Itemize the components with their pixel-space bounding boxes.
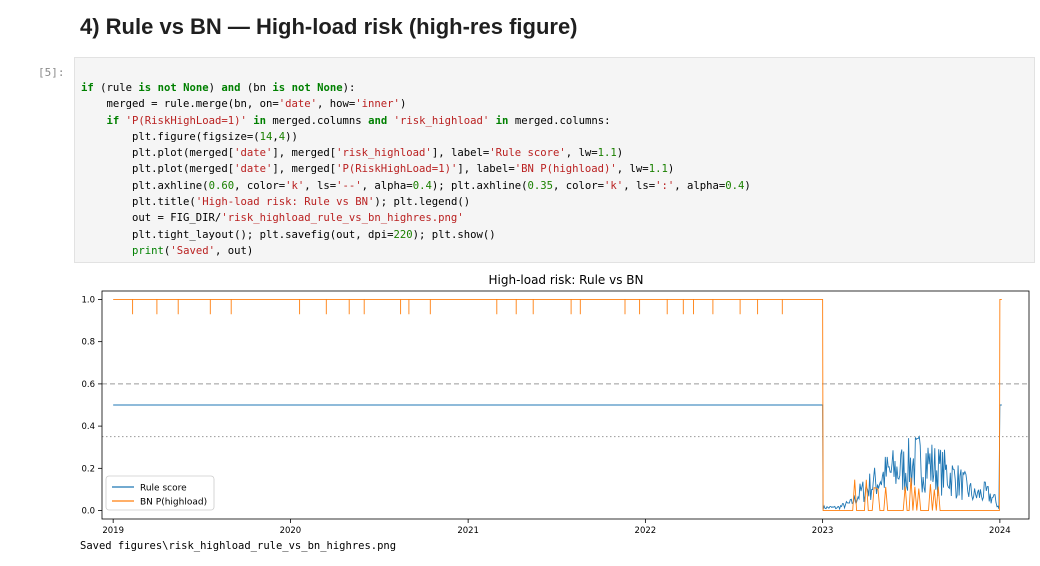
- code-string: 'P(RiskHighLoad=1)': [125, 114, 247, 127]
- x-tick-label: 2021: [457, 526, 479, 536]
- code-editor[interactable]: if (rule is not None) and (bn is not Non…: [81, 80, 751, 259]
- code-string: 'k': [285, 179, 305, 192]
- code-string: 'BN P(highload)': [514, 163, 617, 176]
- y-tick-label: 0.4: [81, 422, 95, 432]
- code-number: 220: [393, 228, 413, 241]
- code-string: 'date': [234, 147, 273, 160]
- code-line: plt.plot(merged['date'], merged['P(RiskH…: [81, 163, 675, 176]
- code-string: 'Saved': [170, 244, 215, 257]
- code-keyword: is: [138, 82, 152, 94]
- code-string: 'inner': [355, 98, 400, 111]
- code-keyword: None: [183, 82, 209, 94]
- y-tick-label: 0.8: [81, 338, 95, 348]
- y-tick-label: 0.0: [81, 507, 95, 517]
- code-keyword: is: [272, 82, 286, 94]
- series-bn-line: [113, 298, 1002, 512]
- chart-title: High-load risk: Rule vs BN: [488, 273, 643, 287]
- legend-label-bn: BN P(highload): [140, 498, 207, 508]
- code-line: if (rule is not None) and (bn is not Non…: [81, 82, 356, 94]
- code-string: 'P(RiskHighLoad=1)': [336, 163, 458, 176]
- section-heading: 4) Rule vs BN — High-load risk (high-res…: [80, 14, 578, 39]
- x-tick-label: 2024: [989, 526, 1011, 536]
- y-tick-label: 1.0: [81, 295, 95, 305]
- code-keyword: not: [291, 82, 311, 94]
- code-keyword: and: [221, 82, 241, 94]
- code-line: plt.tight_layout(); plt.savefig(out, dpi…: [81, 228, 496, 241]
- code-builtin: print: [132, 244, 164, 257]
- code-number: 0.35: [527, 179, 554, 192]
- chart-background: [78, 266, 1038, 536]
- code-line: plt.plot(merged['date'], merged['risk_hi…: [81, 147, 624, 160]
- code-number: 0.4: [412, 179, 432, 192]
- cell-execution-count: [5]:: [38, 66, 65, 79]
- code-keyword: None: [317, 82, 343, 94]
- x-tick-label: 2022: [635, 526, 657, 536]
- code-string: '--': [336, 179, 362, 192]
- code-cell[interactable]: if (rule is not None) and (bn is not Non…: [74, 57, 1035, 263]
- code-keyword: if: [106, 114, 120, 127]
- code-line: plt.title('High-load risk: Rule vs BN');…: [81, 196, 471, 209]
- x-tick-label: 2023: [812, 526, 834, 536]
- code-number: 1.1: [597, 147, 617, 160]
- code-string: 'risk_highload_rule_vs_bn_highres.png': [221, 212, 464, 225]
- code-keyword: not: [157, 82, 177, 94]
- plot-frame: [101, 290, 1030, 520]
- code-line: print('Saved', out): [132, 244, 254, 257]
- cell-output: Saved figures\risk_highload_rule_vs_bn_h…: [80, 540, 397, 552]
- code-number: 4: [278, 130, 286, 143]
- code-string: 'High-load risk: Rule vs BN': [195, 196, 375, 209]
- y-tick-label: 0.6: [81, 380, 95, 390]
- code-keyword: and: [368, 114, 388, 127]
- code-line: if 'P(RiskHighLoad=1)' in merged.columns…: [106, 114, 611, 127]
- code-line: plt.axhline(0.60, color='k', ls='--', al…: [81, 179, 751, 192]
- code-string: 'k': [604, 179, 624, 192]
- risk-chart: High-load risk: Rule vs BN 0.0 0.2 0.4 0.6 0…: [78, 266, 1038, 536]
- code-number: 1.1: [648, 163, 668, 176]
- code-line: merged = rule.merge(bn, on='date', how='…: [81, 98, 407, 111]
- legend-label-rule-score: Rule score: [140, 484, 187, 494]
- code-number: 14: [259, 130, 273, 143]
- code-line: plt.figure(figsize=(14,4)): [81, 130, 298, 143]
- code-string: 'date': [234, 163, 273, 176]
- series-rule-score-line: [113, 404, 1002, 511]
- code-keyword: in: [253, 114, 267, 127]
- code-keyword: if: [81, 82, 94, 94]
- code-number: 0.60: [208, 179, 235, 192]
- code-string: 'date': [278, 98, 317, 111]
- code-number: 0.4: [725, 179, 745, 192]
- y-tick-label: 0.2: [81, 464, 95, 474]
- code-string: 'Rule score': [489, 147, 566, 160]
- code-string: 'risk_highload': [393, 114, 490, 127]
- code-line: out = FIG_DIR/'risk_highload_rule_vs_bn_…: [81, 212, 464, 225]
- x-tick-label: 2020: [280, 526, 302, 536]
- chart-legend: Rule score BN P(highload): [105, 475, 215, 511]
- code-keyword: in: [495, 114, 509, 127]
- code-string: 'risk_highload': [336, 147, 432, 160]
- x-tick-label: 2019: [102, 526, 124, 536]
- code-string: ':': [655, 179, 675, 192]
